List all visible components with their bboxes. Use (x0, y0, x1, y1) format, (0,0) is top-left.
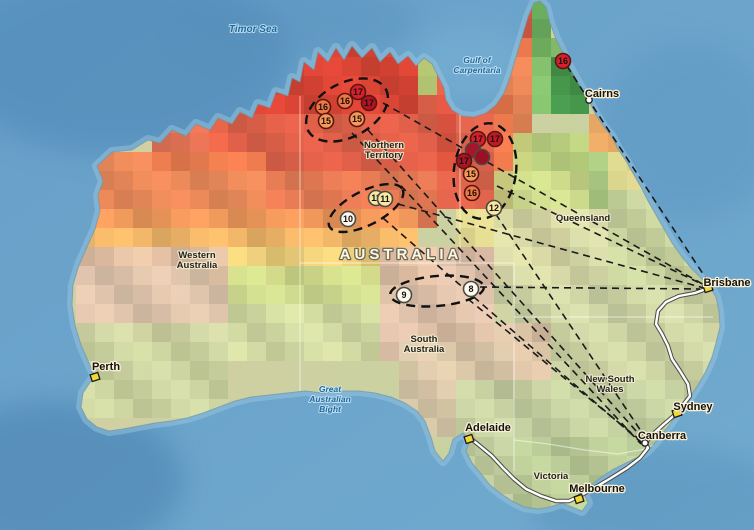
record-marker-value: 10 (343, 214, 353, 224)
record-marker-15[interactable]: 15 (317, 112, 335, 130)
record-marker-9[interactable]: 9 (395, 286, 413, 304)
record-marker-value: 16 (467, 188, 477, 198)
sea-label-2: Great Australian Bight (308, 384, 351, 414)
connector-to_canberra-1 (351, 132, 642, 445)
coastline (71, 0, 721, 512)
city-urban-marker[interactable] (463, 433, 475, 445)
record-marker-16[interactable]: 16 (314, 98, 332, 116)
record-marker-value: 9 (401, 290, 406, 300)
connector-to_canberra-3 (382, 217, 644, 445)
city-urban-marker[interactable] (573, 493, 585, 505)
city-label: Canberra (638, 430, 687, 442)
record-marker-17[interactable]: 17 (486, 130, 504, 148)
city-urban-marker[interactable] (89, 371, 101, 383)
record-group-ellipse-nt-west (304, 77, 390, 143)
record-group-ellipse-center (327, 182, 405, 234)
state-label-2: Queensland (556, 213, 611, 224)
record-marker-17[interactable]: 17 (349, 83, 367, 101)
city-brisbane[interactable]: Brisbane (702, 276, 752, 294)
connector-lines (351, 65, 710, 446)
city-dot-marker[interactable] (641, 439, 649, 447)
record-marker-10[interactable]: 10 (339, 210, 357, 228)
connector-to_brisbane-1 (496, 185, 707, 287)
record-marker-value: 12 (489, 203, 499, 213)
record-marker-12[interactable]: 12 (485, 199, 503, 217)
connector-to_brisbane-0 (382, 102, 707, 287)
record-marker-value: 17 (364, 98, 374, 108)
city-label: Cairns (585, 88, 619, 100)
city-label: Brisbane (703, 277, 750, 289)
connector-to_brisbane-3 (479, 286, 701, 290)
city-canberra[interactable]: Canberra (637, 429, 688, 447)
city-label: Adelaide (465, 422, 511, 434)
connector-to_canberra-4 (467, 298, 647, 446)
record-marker-value: 17 (459, 156, 469, 166)
city-label: Melbourne (569, 483, 625, 495)
record-marker-17[interactable]: 17 (360, 94, 378, 112)
record-marker-17[interactable]: 17 (455, 152, 473, 170)
record-marker-value: 17 (490, 134, 500, 144)
city-urban-marker[interactable] (702, 282, 714, 294)
state-label-3: South Australia (404, 334, 445, 355)
country-label: AUSTRALIA (340, 246, 463, 263)
state-label-1: Northern Territory (364, 140, 404, 161)
record-marker-11[interactable]: 11 (376, 190, 394, 208)
state-label-4: New South Wales (585, 374, 634, 395)
record-marker-value: 15 (352, 114, 362, 124)
record-marker-value: 15 (466, 169, 476, 179)
record-marker-16[interactable]: 16 (336, 92, 354, 110)
record-marker-value: 17 (353, 87, 363, 97)
city-label: Perth (92, 361, 120, 373)
record-group-ellipse-nt-east (452, 122, 518, 220)
record-marker-value: 11 (371, 193, 381, 203)
record-marker-value: 17 (473, 134, 483, 144)
sea-label-0: Timor Sea (229, 24, 278, 35)
sea-label-1: Gulf of Carpentaria (453, 55, 501, 75)
record-marker-value: 15 (321, 116, 331, 126)
highway (468, 287, 708, 503)
state-borders (299, 96, 713, 471)
record-group-ellipse-south-center (388, 274, 486, 308)
record-marker-blob[interactable] (473, 148, 491, 166)
connector-to_canberra-0 (367, 129, 646, 442)
state-label-5: Victoria (534, 471, 569, 482)
record-marker-value: 11 (380, 194, 390, 204)
record-marker-value: 8 (468, 284, 473, 294)
city-sydney[interactable]: Sydney (671, 400, 715, 419)
record-marker-15[interactable]: 15 (348, 110, 366, 128)
record-marker-value: 16 (340, 96, 350, 106)
record-marker-8[interactable]: 8 (462, 280, 480, 298)
record-marker-value: 16 (318, 102, 328, 112)
record-marker-value: 16 (558, 56, 568, 66)
city-urban-marker[interactable] (671, 407, 683, 419)
city-cairns[interactable]: Cairns (584, 87, 620, 104)
city-dot-marker[interactable] (585, 96, 593, 104)
record-marker-16[interactable]: 16 (554, 52, 572, 70)
city-label: Sydney (673, 401, 713, 413)
record-marker-16[interactable]: 16 (463, 184, 481, 202)
city-perth[interactable]: Perth (89, 360, 122, 383)
record-marker-15[interactable]: 15 (462, 165, 480, 183)
city-adelaide[interactable]: Adelaide (463, 421, 512, 445)
connector-to_brisbane-2 (397, 203, 705, 289)
city-melbourne[interactable]: Melbourne (568, 482, 626, 505)
state-label-0: Western Australia (177, 250, 218, 271)
